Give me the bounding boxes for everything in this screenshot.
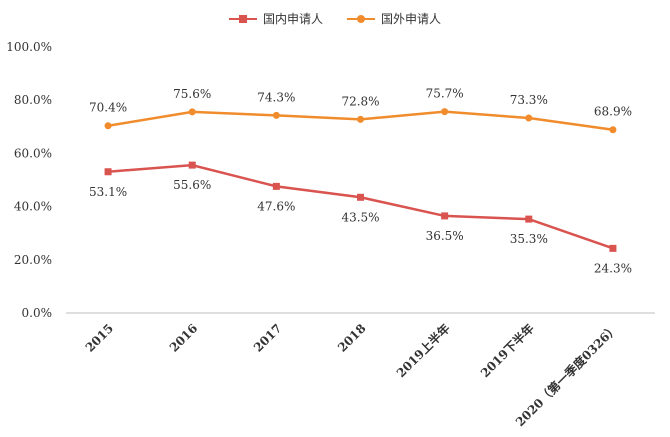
data-point: [104, 122, 112, 130]
x-tick-label: 2016: [167, 321, 201, 355]
data-point: [609, 126, 617, 134]
data-point: [609, 244, 617, 252]
data-label: 53.1%: [89, 185, 127, 199]
legend: 国内申请人 国外申请人: [0, 10, 670, 27]
data-label: 35.3%: [510, 232, 548, 246]
data-label: 24.3%: [594, 261, 632, 275]
x-tick-label: 2017: [251, 321, 285, 355]
data-point: [441, 108, 449, 116]
data-point: [188, 161, 196, 169]
data-label: 74.3%: [257, 90, 295, 104]
data-label: 43.5%: [341, 210, 379, 224]
data-point: [272, 182, 280, 190]
y-tick-label: 80.0%: [14, 93, 52, 107]
data-label: 70.4%: [89, 101, 127, 115]
data-point: [525, 114, 533, 122]
legend-swatch: [228, 14, 257, 24]
legend-label: 国内申请人: [262, 12, 323, 26]
y-tick-label: 0.0%: [22, 306, 53, 320]
y-tick-label: 60.0%: [14, 146, 52, 160]
data-point: [357, 115, 364, 123]
x-tick-label: 2015: [83, 321, 117, 355]
x-tick-label: 2019上半年: [393, 321, 453, 381]
y-tick-label: 100.0%: [6, 40, 52, 54]
y-tick-label: 20.0%: [14, 253, 52, 267]
y-tick-label: 40.0%: [14, 200, 52, 214]
data-label: 75.6%: [173, 87, 211, 101]
legend-item: 国外申请人: [347, 10, 441, 27]
data-label: 73.3%: [510, 93, 548, 107]
data-point: [441, 212, 449, 220]
data-point: [188, 108, 196, 116]
data-point: [272, 111, 280, 119]
data-label: 72.8%: [341, 94, 379, 108]
legend-label: 国外申请人: [381, 12, 442, 26]
data-label: 75.7%: [426, 87, 464, 101]
data-point: [525, 215, 533, 223]
data-point: [104, 168, 112, 176]
data-label: 47.6%: [257, 199, 295, 213]
x-tick-label: 2018: [335, 321, 369, 355]
data-label: 55.6%: [173, 178, 211, 192]
legend-item: 国内申请人: [228, 10, 323, 27]
data-point: [357, 193, 364, 201]
x-tick-label: 2019下半年: [477, 321, 537, 381]
legend-swatch: [347, 14, 375, 24]
data-label: 36.5%: [426, 229, 464, 243]
data-label: 68.9%: [594, 105, 632, 119]
